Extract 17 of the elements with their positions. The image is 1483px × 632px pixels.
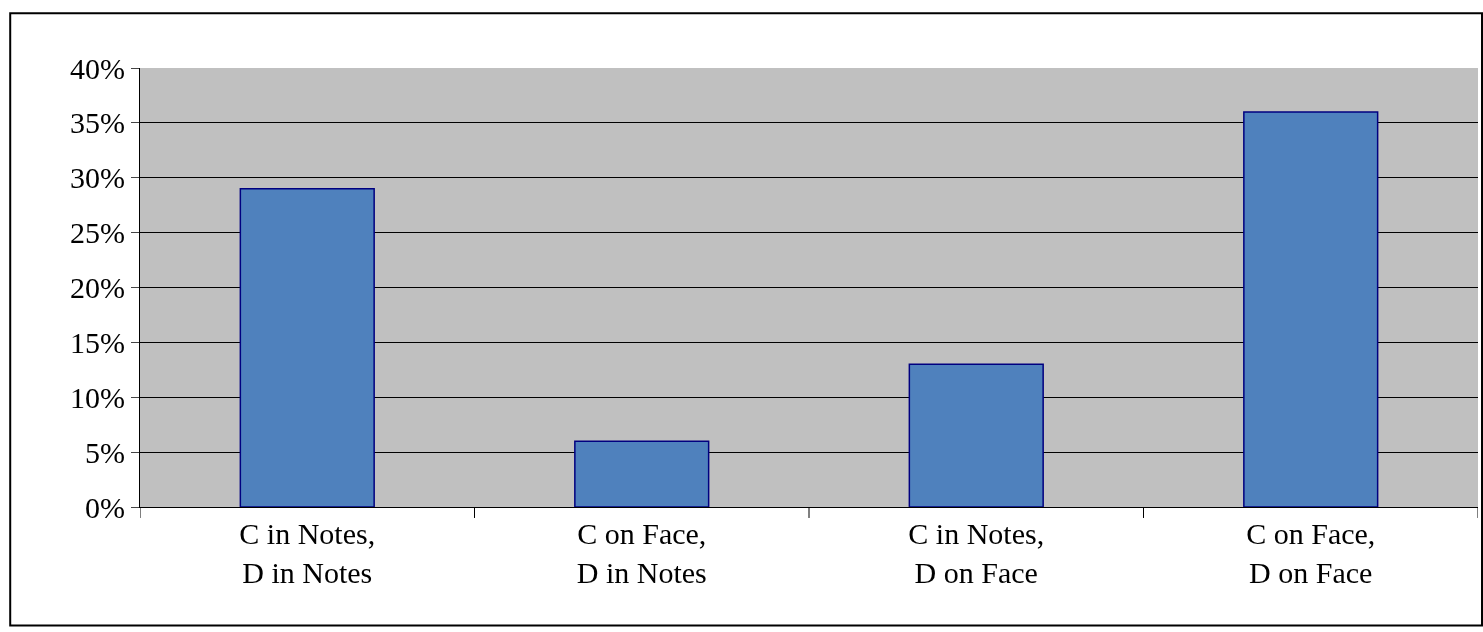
bar [239,187,375,507]
x-tick-label: C on Face, D on Face [1246,517,1376,589]
y-tick-label: 35% [70,106,125,140]
bar [1243,111,1379,507]
bar [574,440,710,507]
y-tick-label: 40% [70,51,125,85]
y-tick-label: 10% [70,380,125,414]
x-tick-label: C in Notes, D on Face [908,517,1045,589]
y-tick-label: 5% [85,435,125,469]
y-tick-label: 0% [85,490,125,524]
y-tick-label: 30% [70,161,125,195]
bar [908,363,1044,507]
x-tick-label: C on Face, D in Notes [576,517,707,589]
y-tick-label: 15% [70,325,125,359]
y-tick-label: 25% [70,216,125,250]
x-tick-label: C in Notes, D in Notes [239,517,376,589]
y-tick-label: 20% [70,271,125,304]
